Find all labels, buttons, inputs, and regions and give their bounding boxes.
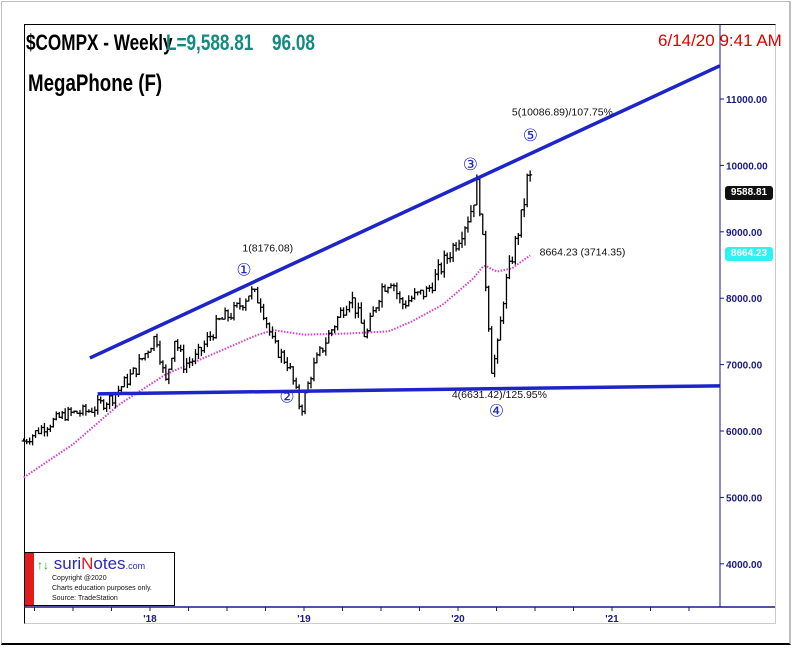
moving-average-line xyxy=(23,254,531,479)
wave-label: ③ xyxy=(463,155,478,175)
annotation-label: 5(10086.89)/107.75% xyxy=(512,107,613,119)
y-tick-label: 5000.00 xyxy=(726,493,763,504)
logo-red-bar xyxy=(25,553,34,605)
wave-label: ② xyxy=(279,387,294,407)
y-tick-label: 4000.00 xyxy=(726,560,763,571)
timestamp: 6/14/20 9:41 AM xyxy=(658,31,782,50)
x-tick-label: '18 xyxy=(143,614,157,625)
y-tick-label: 9000.00 xyxy=(726,228,763,239)
brand-part: .com xyxy=(125,561,146,571)
y-tick-label: 6000.00 xyxy=(726,427,763,438)
x-tick-label: '21 xyxy=(605,614,619,625)
up-down-arrows-icon: ↑↓ xyxy=(37,558,49,572)
copyright-text: Copyright @2020 xyxy=(52,575,107,582)
chart-frame xyxy=(24,24,776,624)
y-tick-label: 7000.00 xyxy=(726,361,763,372)
annotation-label: 4(6631.42)/125.95% xyxy=(452,389,547,401)
surinotes-logo[interactable]: ↑↓ suriNotes.com Copyright @2020 Charts … xyxy=(24,552,175,606)
source-text: Source: TradeStation xyxy=(52,595,118,602)
y-tick-label: 11000.00 xyxy=(726,95,768,106)
logo-brand: ↑↓ suriNotes.com xyxy=(37,554,145,574)
annotation-label: 8664.23 (3714.35) xyxy=(540,247,626,259)
symbol-title: $COMPX - Weekly xyxy=(26,30,173,55)
change-value: 96.08 xyxy=(272,30,315,55)
x-tick-label: '20 xyxy=(451,614,465,625)
y-tick-label: 10000.00 xyxy=(726,161,768,172)
wave-label: ④ xyxy=(489,401,504,421)
disclaimer-text: Charts education purposes only. xyxy=(52,585,152,592)
brand-part: otes xyxy=(93,554,126,573)
last-price-value: L=9,588.81 xyxy=(166,30,254,55)
y-tick-label: 8000.00 xyxy=(726,294,763,305)
wave-label: ① xyxy=(236,261,251,281)
last-price-tag: 9588.81 xyxy=(725,186,773,200)
annotation-label: 1(8176.08) xyxy=(242,243,293,255)
x-tick-label: '19 xyxy=(297,614,311,625)
ma-price-tag: 8664.23 xyxy=(725,247,773,261)
study-title: MegaPhone (F) xyxy=(28,70,163,97)
brand-part: N xyxy=(81,554,94,573)
brand-part: suri xyxy=(53,554,82,573)
lower-megaphone-line xyxy=(97,384,720,396)
wave-label: ⑤ xyxy=(523,126,538,146)
upper-megaphone-line xyxy=(89,64,721,360)
